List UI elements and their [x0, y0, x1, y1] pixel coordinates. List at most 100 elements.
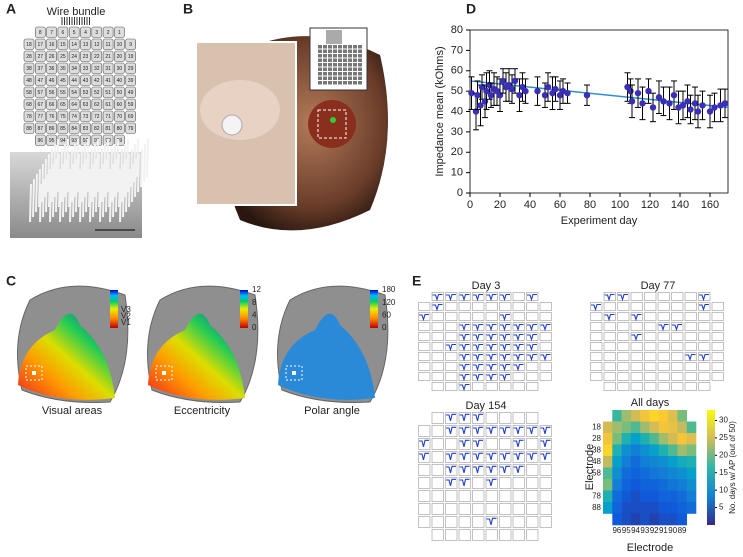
heatmap-cell	[640, 513, 650, 526]
waveform-cell	[512, 302, 525, 311]
heatmap-cell	[649, 444, 660, 457]
waveform-cell	[603, 382, 616, 391]
heatmap-cell	[621, 490, 632, 503]
heatmap-cell	[677, 433, 687, 445]
electrode-number: 41	[105, 78, 111, 84]
waveform-cell	[431, 529, 444, 541]
array-needle	[64, 158, 67, 198]
heatmap-cell	[612, 456, 622, 468]
waveform-cell	[485, 382, 498, 391]
heatmap-cell	[658, 444, 669, 457]
data-point	[508, 85, 516, 93]
schematic-pad	[338, 54, 342, 58]
heatmap-cell	[686, 433, 697, 445]
waveform-cell	[644, 342, 657, 351]
array-needle	[121, 163, 124, 203]
waveform	[540, 323, 551, 332]
map-caption: Visual areas	[42, 405, 103, 417]
array-needle	[63, 143, 66, 183]
electrode-number: 69	[128, 114, 134, 120]
array-needle	[112, 178, 115, 218]
waveform	[513, 333, 524, 342]
electrode-number: 27	[38, 54, 44, 60]
waveform-cell	[472, 490, 485, 502]
heatmap-cell	[686, 467, 697, 480]
waveform	[604, 313, 615, 322]
electrode-number: 65	[60, 102, 66, 108]
array-needle	[67, 153, 70, 193]
heatmap-cell	[612, 479, 622, 491]
electrode-pad	[91, 62, 103, 74]
waveform-cell	[431, 503, 444, 515]
array-needle	[134, 158, 137, 198]
data-point	[639, 100, 646, 107]
array-needle	[44, 158, 47, 198]
roi-box	[25, 365, 43, 381]
colorbar	[370, 290, 378, 328]
waveform-cell	[684, 302, 697, 311]
waveform-cell	[617, 302, 630, 311]
electrode-number: 47	[38, 78, 44, 84]
schematic-pad	[348, 72, 352, 76]
heatmap-cell	[668, 467, 678, 480]
waveform	[500, 333, 510, 342]
array-needle	[93, 143, 96, 183]
waveform-cell	[657, 372, 670, 381]
array-needle	[29, 183, 32, 223]
electrode-pad	[46, 134, 57, 146]
electrode-number: 30	[117, 66, 123, 72]
electrode-number: 37	[38, 66, 44, 72]
waveform-cell	[671, 292, 684, 301]
waveform	[486, 452, 497, 460]
array-needle	[110, 148, 113, 188]
electrode-number: 63	[83, 102, 89, 108]
electrode-pad	[34, 38, 46, 50]
data-point	[634, 89, 642, 97]
electrode-pad	[114, 26, 125, 38]
electrode-pad	[23, 110, 35, 122]
schematic-pad	[328, 45, 332, 49]
array-needle	[85, 173, 88, 213]
electrode-number: 82	[94, 126, 100, 132]
heatmap-cell	[649, 513, 660, 526]
array-needle	[69, 183, 72, 223]
schematic-pad	[318, 72, 322, 76]
x-tick-label: 40	[524, 199, 536, 211]
electrode-number: 85	[60, 126, 66, 132]
waveform-cell	[590, 312, 603, 321]
waveform-cell	[590, 362, 603, 371]
waveform	[513, 363, 524, 372]
waveform-cell	[431, 477, 444, 489]
waveform-cell	[418, 342, 431, 351]
waveform	[419, 452, 429, 460]
array-needle	[58, 168, 61, 208]
schematic-pad	[328, 81, 332, 85]
heatmap-x-tick-label: 91	[659, 526, 668, 535]
colorbar-tick-label: 5	[719, 503, 724, 512]
waveform-cell	[539, 464, 552, 476]
map-caption: Polar angle	[304, 405, 360, 417]
waveform	[513, 343, 524, 352]
schematic-pad	[333, 45, 337, 49]
electrode-pad	[68, 62, 80, 74]
electrode-number: 56	[49, 90, 55, 96]
heatmap-cell	[668, 502, 678, 514]
waveform	[500, 452, 510, 460]
schematic-pad	[318, 81, 322, 85]
heatmap-cell	[658, 467, 669, 480]
x-tick-label: 100	[611, 199, 629, 211]
electrode-number: 58	[26, 90, 32, 96]
array-needle	[137, 153, 140, 193]
waveform-cell	[485, 302, 498, 311]
heatmap-cell	[686, 421, 697, 434]
electrode-number: 24	[71, 54, 77, 60]
electrode-pad	[68, 38, 80, 50]
heatmap-x-tick-label: 90	[668, 526, 677, 535]
electrode-number: 66	[49, 102, 55, 108]
array-needle	[136, 138, 139, 178]
electrode-pad	[91, 98, 103, 110]
waveform-cell	[698, 332, 711, 341]
array-needle	[104, 158, 107, 198]
array-needle	[120, 148, 123, 188]
waveform-cell	[590, 332, 603, 341]
